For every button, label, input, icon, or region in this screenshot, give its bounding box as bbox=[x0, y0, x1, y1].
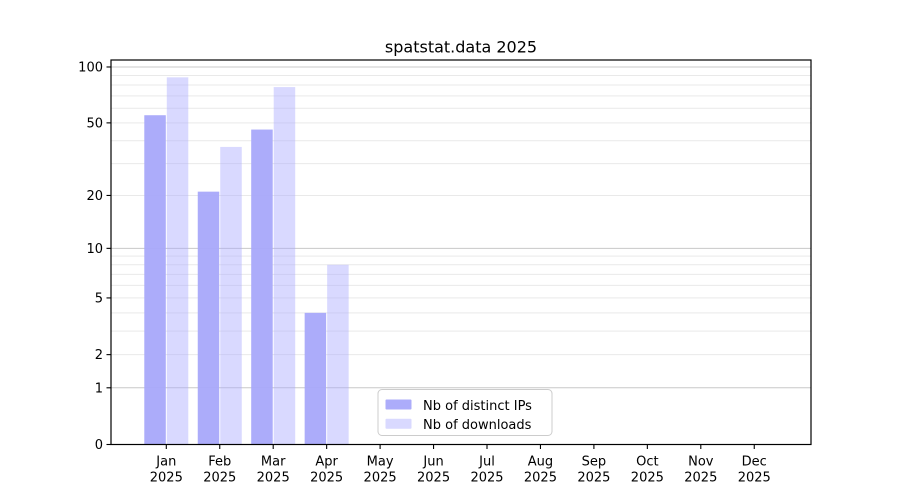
y-tick-label-0: 0 bbox=[95, 438, 103, 453]
legend-swatch-distinct-ips bbox=[385, 399, 412, 410]
bar-distinct-ips-mar bbox=[251, 129, 273, 445]
x-tick-label-year-aug: 2025 bbox=[524, 471, 557, 486]
legend: Nb of distinct IPs Nb of downloads bbox=[377, 389, 553, 436]
x-tick-label-month-jan: Jan bbox=[155, 455, 176, 470]
y-tick-label-2: 2 bbox=[95, 348, 103, 363]
bar-downloads-apr bbox=[327, 264, 349, 445]
bar-distinct-ips-feb bbox=[197, 191, 220, 445]
plot-border bbox=[110, 59, 812, 446]
x-tick-label-year-sep: 2025 bbox=[577, 471, 610, 486]
x-tick-label-month-apr: Apr bbox=[315, 455, 338, 470]
y-tick-label-20: 20 bbox=[86, 189, 103, 204]
legend-swatch-downloads bbox=[385, 418, 412, 429]
legend-label-distinct-ips: Nb of distinct IPs bbox=[423, 399, 532, 414]
x-tick-label-month-oct: Oct bbox=[636, 455, 658, 470]
bar-downloads-mar bbox=[273, 87, 296, 445]
y-tick-label-5: 5 bbox=[95, 292, 103, 307]
bar-downloads-jan bbox=[166, 77, 189, 445]
bar-downloads-feb bbox=[220, 146, 242, 445]
legend-label-downloads: Nb of downloads bbox=[423, 418, 532, 433]
x-axis: Jan2025Feb2025Mar2025Apr2025May2025Jun20… bbox=[150, 444, 771, 486]
y-tick-label-50: 50 bbox=[86, 116, 103, 131]
chart-title: spatstat.data 2025 bbox=[385, 38, 537, 57]
x-tick-label-year-nov: 2025 bbox=[684, 471, 717, 486]
x-tick-label-year-mar: 2025 bbox=[257, 471, 290, 486]
x-tick-label-month-jul: Jul bbox=[478, 455, 495, 470]
major-gridlines bbox=[111, 66, 811, 389]
legend-box bbox=[377, 389, 553, 436]
x-tick-label-year-jul: 2025 bbox=[470, 471, 503, 486]
x-tick-label-month-aug: Aug bbox=[528, 455, 553, 470]
x-tick-label-month-mar: Mar bbox=[261, 455, 286, 470]
x-tick-label-year-apr: 2025 bbox=[310, 471, 343, 486]
x-tick-label-year-jun: 2025 bbox=[417, 471, 450, 486]
x-tick-label-month-sep: Sep bbox=[582, 455, 607, 470]
series-downloads bbox=[166, 77, 349, 445]
x-tick-label-year-dec: 2025 bbox=[738, 471, 771, 486]
x-tick-label-year-feb: 2025 bbox=[203, 471, 236, 486]
bar-distinct-ips-jan bbox=[144, 115, 166, 445]
bar-distinct-ips-apr bbox=[304, 312, 327, 445]
y-tick-label-10: 10 bbox=[86, 242, 103, 257]
y-tick-label-100: 100 bbox=[78, 61, 103, 76]
series-distinct-ips bbox=[144, 115, 327, 445]
x-tick-label-month-jun: Jun bbox=[422, 455, 443, 470]
x-tick-label-year-oct: 2025 bbox=[631, 471, 664, 486]
x-tick-label-year-may: 2025 bbox=[364, 471, 397, 486]
x-tick-label-month-may: May bbox=[367, 455, 394, 470]
x-tick-label-month-dec: Dec bbox=[742, 455, 767, 470]
y-tick-label-1: 1 bbox=[95, 381, 103, 396]
x-tick-label-month-feb: Feb bbox=[208, 455, 231, 470]
x-tick-label-year-jan: 2025 bbox=[150, 471, 183, 486]
x-tick-label-month-nov: Nov bbox=[688, 455, 714, 470]
minor-gridlines bbox=[111, 75, 811, 356]
